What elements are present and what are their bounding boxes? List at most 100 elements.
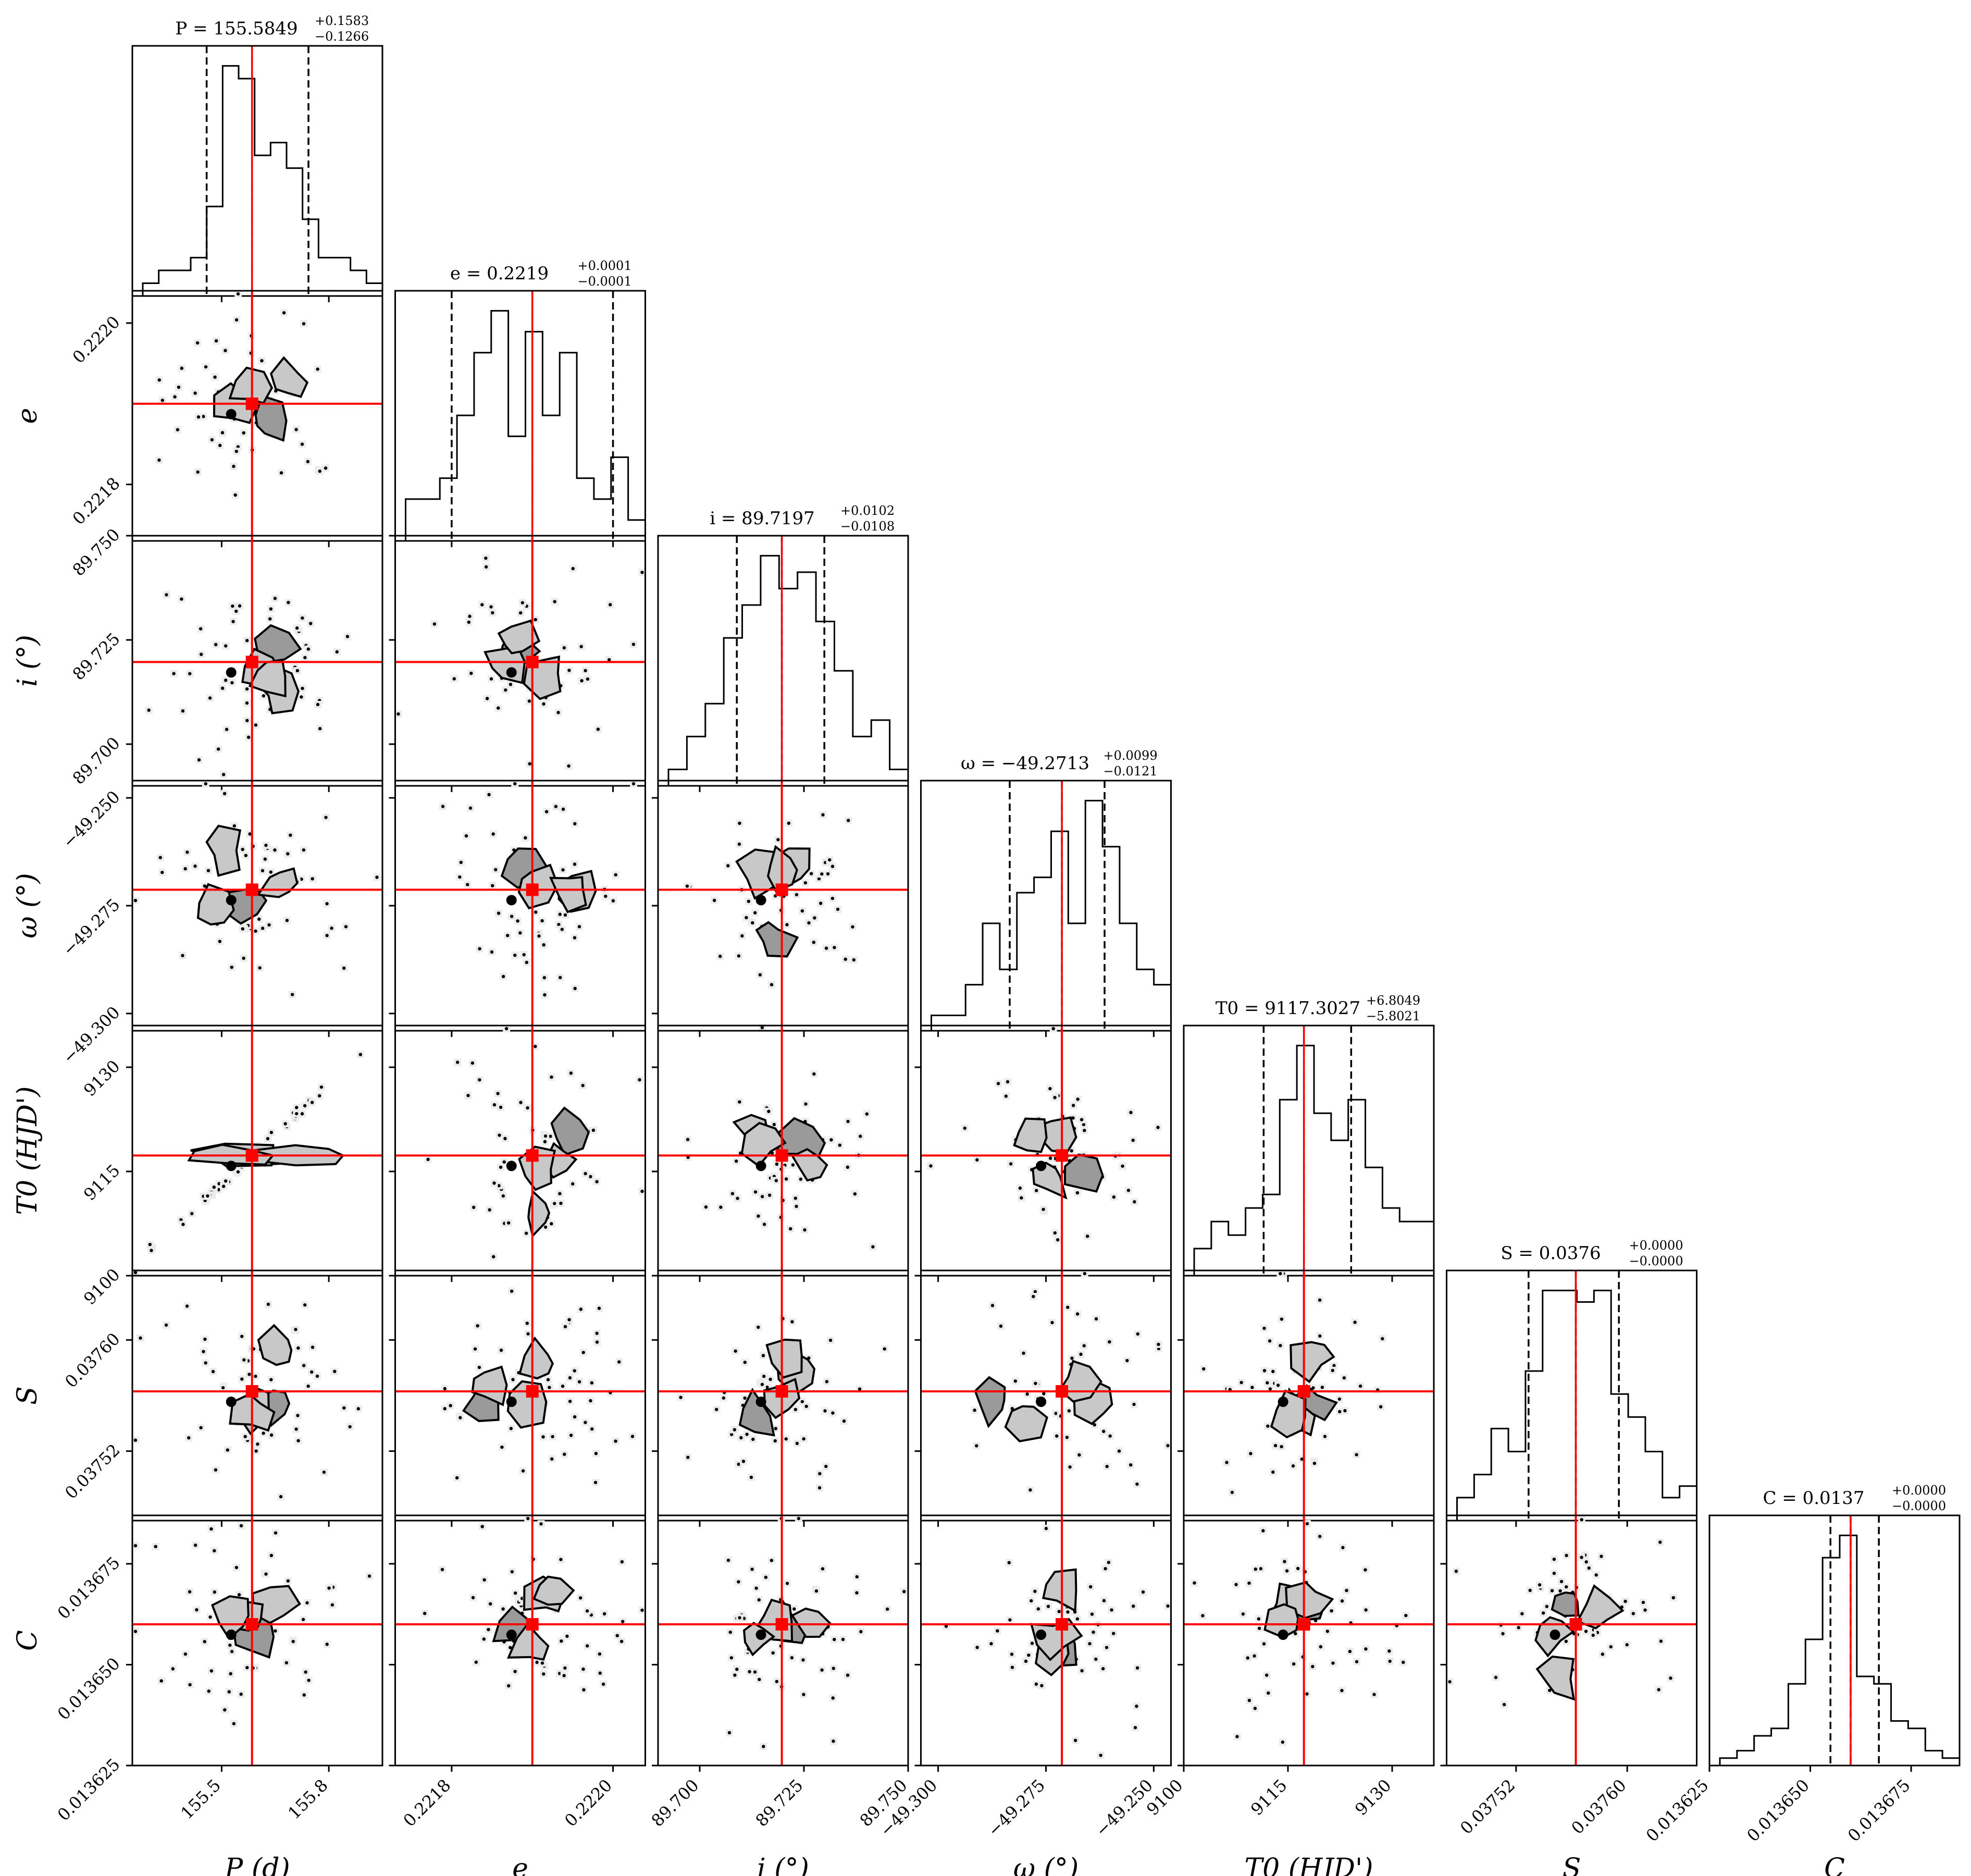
sample-point <box>1040 1684 1044 1687</box>
sample-point <box>1318 1535 1322 1538</box>
sample-point <box>1080 1669 1084 1673</box>
sample-point <box>679 1396 683 1399</box>
sample-point <box>785 923 789 927</box>
sample-point <box>1135 1705 1138 1708</box>
sample-point <box>1305 1692 1309 1696</box>
panel-C-vs-omega: −49.300 −49.275 −49.250 <box>876 1514 1172 1841</box>
sample-point <box>327 1586 331 1590</box>
sample-point <box>569 1071 573 1075</box>
sample-point <box>510 1289 514 1293</box>
sample-point <box>227 1690 231 1694</box>
histogram-title: S = 0.0376 <box>1501 1243 1601 1264</box>
density-peak <box>755 1630 766 1640</box>
sample-point <box>824 1464 828 1468</box>
sample-point <box>829 1138 833 1142</box>
sample-point <box>470 1061 475 1065</box>
sample-point <box>996 1082 1000 1085</box>
sample-point <box>1338 1410 1342 1414</box>
sample-point <box>224 678 228 682</box>
sample-point <box>581 1083 585 1088</box>
sample-point <box>241 927 244 931</box>
contour <box>1270 1389 1307 1439</box>
sample-point <box>269 1378 273 1381</box>
sample-point <box>594 1452 598 1455</box>
y-tick-label: 89.700 <box>69 733 124 788</box>
sample-point <box>260 359 264 363</box>
sample-point <box>562 646 566 650</box>
sample-point <box>748 1670 751 1674</box>
sample-point <box>458 1416 462 1420</box>
sample-point <box>269 1553 274 1558</box>
sample-point <box>773 1439 777 1443</box>
y-tick-label: 0.013625 <box>54 1755 124 1825</box>
sample-point <box>183 1652 188 1656</box>
sample-point <box>851 925 854 929</box>
sample-point <box>749 1475 753 1479</box>
sample-point <box>560 1639 563 1643</box>
sample-point <box>767 1109 771 1113</box>
sample-point <box>521 1469 525 1473</box>
contour <box>1042 1568 1077 1613</box>
sample-point <box>1643 1608 1647 1612</box>
sample-point <box>302 1364 306 1367</box>
sample-point <box>544 810 549 813</box>
sample-point <box>1068 1465 1072 1469</box>
sample-point <box>738 821 741 825</box>
sample-point <box>1088 1585 1093 1589</box>
sample-point <box>492 1255 495 1258</box>
sample-point <box>1125 1359 1129 1363</box>
histogram-P: P = 155.5849 +0.1583−0.1266 <box>131 14 383 302</box>
sample-point <box>548 1386 551 1389</box>
sample-point <box>929 1164 933 1168</box>
sample-point <box>304 1670 307 1674</box>
sample-point <box>550 1457 554 1461</box>
sample-point <box>160 399 165 402</box>
sample-point <box>1355 1660 1359 1663</box>
sample-point <box>535 1660 539 1664</box>
sample-point <box>519 1101 523 1104</box>
truth-marker <box>775 883 788 896</box>
sample-point <box>188 672 192 675</box>
sample-point <box>975 1158 979 1162</box>
sample-point <box>1404 1613 1408 1618</box>
sample-point <box>1071 1104 1075 1107</box>
contour <box>790 1607 832 1638</box>
sample-point <box>996 1629 999 1633</box>
x-tick-label: 89.700 <box>648 1775 703 1831</box>
sample-point <box>549 1134 552 1138</box>
sample-point <box>443 1387 447 1390</box>
sample-point <box>443 1407 447 1411</box>
sample-point <box>256 1442 259 1446</box>
sample-point <box>760 1026 764 1030</box>
sample-point <box>1587 1566 1591 1570</box>
contour <box>228 366 274 404</box>
sample-point <box>1355 1453 1358 1457</box>
sample-point <box>1559 1579 1564 1584</box>
panel-i-vs-e <box>389 535 646 792</box>
sample-point <box>510 1570 514 1574</box>
sample-point <box>484 556 488 560</box>
x-axis-label-T0: T0 (HJD') <box>1244 1853 1373 1876</box>
sample-point <box>828 1338 833 1342</box>
sample-point <box>737 1462 740 1466</box>
sample-point <box>817 877 821 881</box>
sample-point <box>1247 1581 1251 1585</box>
x-tick-label: 0.013625 <box>1642 1775 1713 1846</box>
sample-point <box>602 1612 606 1616</box>
sample-point <box>753 1190 758 1194</box>
sample-point <box>325 934 329 937</box>
histogram-title: i = 89.7197 <box>710 508 815 529</box>
sample-point <box>1133 1200 1136 1204</box>
sample-point <box>1028 1488 1032 1492</box>
sample-point <box>573 1415 577 1419</box>
sample-point <box>225 727 229 731</box>
sample-point <box>503 1137 507 1141</box>
sample-point <box>738 1616 741 1620</box>
sample-point <box>604 894 608 898</box>
sample-point <box>226 1448 229 1452</box>
sample-point <box>640 571 644 574</box>
sample-point <box>487 1627 490 1632</box>
sample-point <box>1517 1626 1520 1630</box>
sample-point <box>223 1708 227 1712</box>
sample-point <box>261 927 265 930</box>
